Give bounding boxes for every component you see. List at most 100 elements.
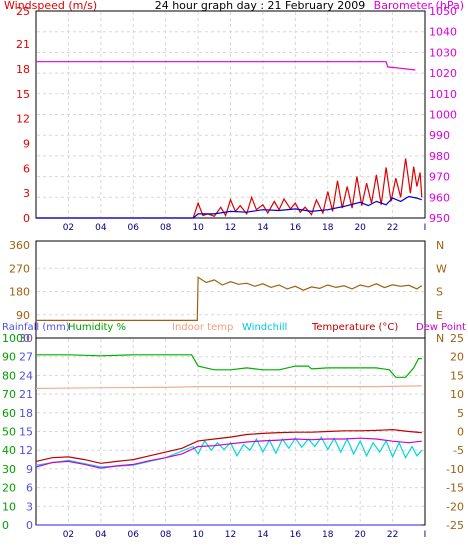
temperature-tick: 5 [457,407,464,420]
barometer-tick: 1020 [429,67,457,80]
x-tick-label: 12 [225,530,236,540]
temperature-tick: 15 [450,369,464,382]
rainfall-tick: 12 [19,444,33,457]
windchill-legend: Windchill [242,322,287,333]
temperature-legend: Temperature (°C) [311,322,398,333]
humidity-tick: 50 [2,426,16,439]
humidity-tick: 0 [2,519,9,532]
x-tick-label: 22 [387,223,398,233]
barometer-tick: 980 [429,150,450,163]
panel-wind-x-ticks: 02 04 06 08 10 12 14 16 18 20 22 I [63,223,427,233]
x-tick-label: 18 [322,223,334,233]
x-tick-label: 10 [192,223,204,233]
barometer-tick: 1000 [429,109,457,122]
panel-temperature-lines [35,354,423,526]
windspeed-tick: 0 [23,212,30,225]
barometer-ticks: 950 960 970 980 990 1000 1010 1020 1030 1040 1050 [429,5,457,225]
windspeed-tick: 25 [16,5,30,18]
x-tick-label: 06 [128,223,140,233]
rainfall-tick: 18 [19,407,33,420]
temperature-tick: -20 [446,500,464,513]
rainfall-tick: 24 [19,369,33,382]
series-dewpoint [35,437,422,469]
rainfall-ticks: 0 3 6 9 12 15 18 21 24 27 30 [19,332,33,532]
panel-wind-grid [37,12,424,217]
direction-compass-tick: N [436,332,444,345]
series-temperature [35,428,422,464]
humidity-tick: 100 [2,332,23,345]
x-tick-label: 02 [63,530,74,540]
rainfall-tick: 6 [26,482,33,495]
panel-wind-barometer: Windspeed (m/s) 24 hour graph day : 21 F… [4,0,464,233]
barometer-tick: 1040 [429,26,457,39]
windspeed-axis-label: Windspeed (m/s) [4,0,97,12]
x-tick-label: 20 [354,530,366,540]
series-indoor [35,385,422,390]
temperature-tick: 20 [450,351,464,364]
panel-direction-frame [35,240,426,341]
direction-degree-ticks: 0 90 180 270 360 [9,239,30,345]
windspeed-ticks: 0 3 6 9 12 15 18 21 25 [16,5,30,225]
x-tick-label: 04 [95,223,107,233]
rainfall-tick: 9 [26,463,33,476]
series-barometer [36,61,416,71]
barometer-tick: 1010 [429,88,457,101]
direction-degree-tick: 0 [23,332,30,345]
barometer-tick: 970 [429,171,450,184]
chart-title: 24 hour graph day : 21 February 2009 [155,0,366,12]
series-humidity [36,354,422,378]
humidity-tick: 40 [2,444,16,457]
rainfall-tick: 30 [19,332,33,345]
humidity-tick: 30 [2,463,16,476]
x-tick-label: 10 [192,530,204,540]
x-tick-label: 08 [160,223,172,233]
humidity-legend: Humidity % [68,322,126,333]
direction-degree-tick: 360 [9,239,30,252]
barometer-tick: 1050 [429,5,457,18]
x-tick-label: 12 [225,223,236,233]
temperature-tick: -15 [446,482,464,495]
windspeed-tick: 9 [23,137,30,150]
barometer-axis-label: Barometer (hPa) [374,0,464,12]
series-wind_direction [36,276,423,321]
windspeed-tick: 3 [23,187,30,200]
series-windspeed [36,195,422,219]
windspeed-tick: 15 [16,88,30,101]
indoor-temp-legend: Indoor temp [172,322,233,333]
x-tick-label: 16 [290,530,302,540]
windspeed-tick: 18 [16,63,30,76]
x-tick-label: I [424,223,427,233]
barometer-tick: 950 [429,212,450,225]
x-tick-label: 14 [257,223,269,233]
panel-direction-grid [37,267,424,316]
x-tick-label: 14 [257,530,269,540]
humidity-tick: 60 [2,407,16,420]
x-tick-label: 06 [128,530,140,540]
barometer-tick: 990 [429,129,450,142]
humidity-tick: 80 [2,369,16,382]
windspeed-tick: 6 [23,162,30,175]
x-tick-label: 02 [63,223,74,233]
humidity-tick: 70 [2,388,16,401]
series-gust [36,158,423,219]
direction-compass-tick: N [436,239,444,252]
x-tick-label: 22 [387,530,398,540]
direction-compass-tick: E [436,309,443,322]
rainfall-tick: 21 [19,388,33,401]
x-tick-label: 18 [322,530,334,540]
rainfall-tick: 0 [26,519,33,532]
barometer-tick: 1030 [429,46,457,59]
x-tick-label: 08 [160,530,172,540]
direction-degree-tick: 180 [9,286,30,299]
temperature-tick: 25 [450,332,464,345]
direction-compass-tick: S [436,286,443,299]
x-tick-label: 20 [354,223,366,233]
x-tick-label: 16 [290,223,302,233]
direction-degree-tick: 270 [9,262,30,275]
rainfall-tick: 3 [26,500,33,513]
rainfall-legend: Rainfall (mm) [2,322,70,333]
humidity-tick: 10 [2,500,16,513]
direction-degree-tick: 90 [16,309,30,322]
